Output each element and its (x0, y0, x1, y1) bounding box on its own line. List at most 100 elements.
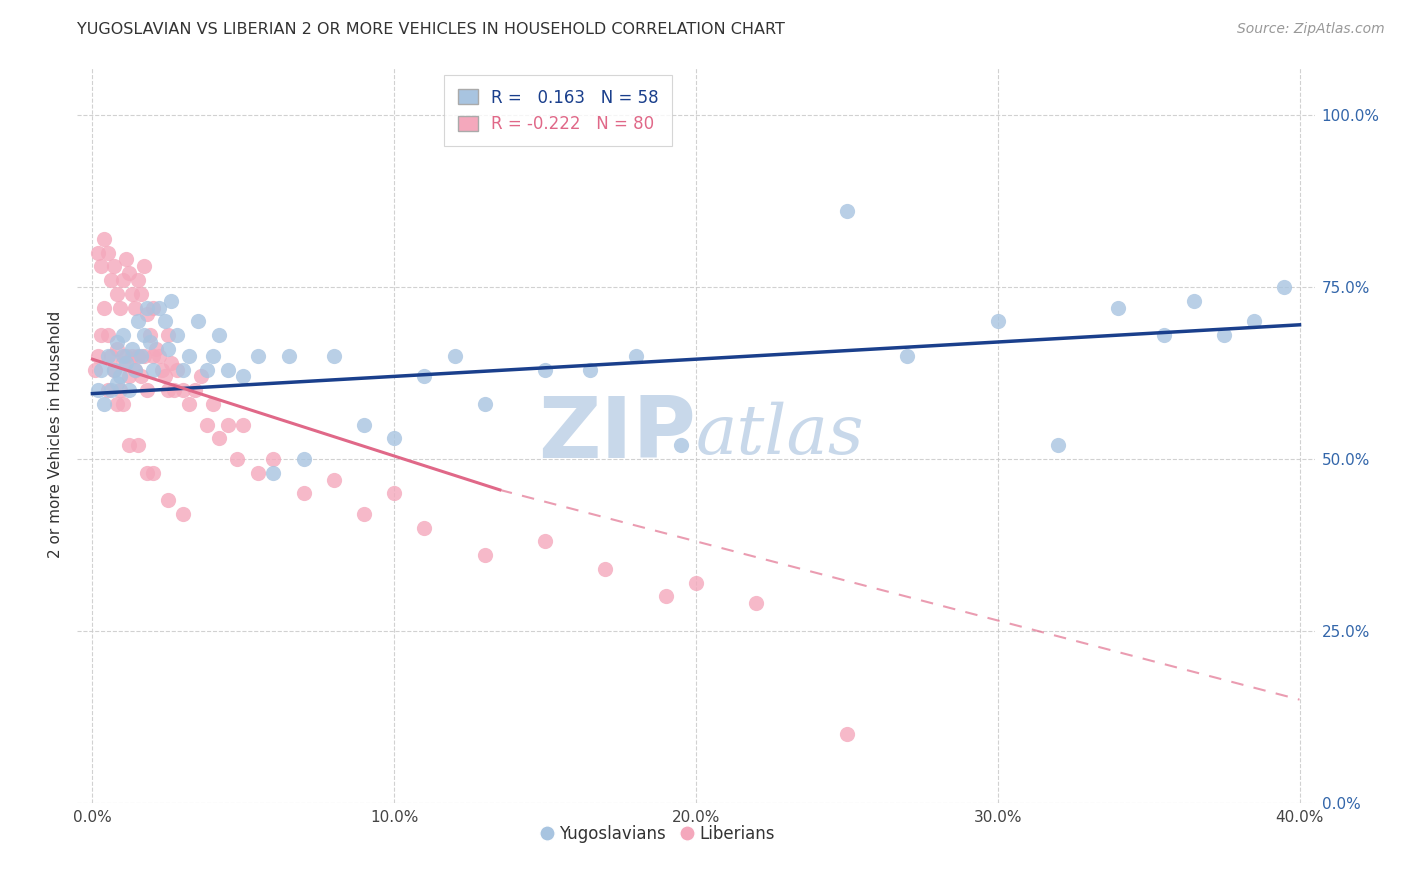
Point (292, 451, 315, 466)
Point (124, 362, 146, 376)
Point (153, 369, 176, 384)
Point (121, 349, 143, 363)
Point (129, 349, 152, 363)
Point (1047, 438, 1070, 452)
Point (124, 362, 146, 376)
Point (1107, 301, 1129, 315)
Point (135, 383, 157, 397)
Text: atlas: atlas (696, 401, 865, 468)
Point (685, 575, 707, 590)
Point (208, 431, 231, 445)
Point (127, 349, 149, 363)
Point (217, 417, 239, 432)
Point (108, 383, 131, 397)
Point (150, 362, 173, 376)
Point (100, 273, 122, 287)
Point (166, 328, 188, 343)
Point (103, 362, 125, 376)
Point (226, 451, 249, 466)
Point (1274, 280, 1296, 294)
Point (111, 349, 134, 363)
Point (413, 521, 436, 535)
Point (84, 362, 107, 376)
Point (292, 486, 315, 500)
Point (263, 451, 285, 466)
Point (232, 417, 254, 432)
Point (103, 362, 125, 376)
Point (263, 466, 285, 480)
Point (195, 362, 218, 376)
Point (87, 349, 110, 363)
Point (121, 342, 143, 356)
Point (100, 383, 122, 397)
Point (132, 260, 155, 274)
Point (987, 314, 1010, 328)
Point (105, 397, 128, 411)
Point (127, 438, 149, 452)
Point (117, 369, 139, 384)
Point (111, 356, 134, 370)
Point (1182, 293, 1205, 308)
Point (190, 369, 212, 384)
Point (322, 349, 344, 363)
Point (745, 596, 768, 610)
Point (413, 369, 436, 384)
Point (100, 349, 122, 363)
Point (142, 301, 165, 315)
Point (669, 438, 692, 452)
Point (114, 356, 136, 370)
Point (835, 727, 858, 741)
Point (142, 362, 165, 376)
Point (93, 397, 115, 411)
Point (534, 534, 557, 549)
Point (148, 301, 170, 315)
Point (160, 293, 183, 308)
Point (184, 383, 207, 397)
Point (624, 349, 647, 363)
Point (117, 383, 139, 397)
Point (353, 507, 375, 521)
Point (108, 369, 131, 384)
Point (111, 328, 134, 343)
Point (103, 260, 125, 274)
Point (202, 397, 225, 411)
Point (90, 260, 112, 274)
Point (108, 301, 131, 315)
Point (96, 328, 118, 343)
Point (172, 362, 194, 376)
Point (105, 334, 128, 349)
Point (156, 328, 179, 343)
Point (474, 397, 496, 411)
Point (117, 438, 139, 452)
Point (156, 342, 179, 356)
Point (96, 383, 118, 397)
Point (127, 273, 149, 287)
Point (153, 314, 176, 328)
Point (124, 301, 146, 315)
Point (1153, 328, 1175, 343)
Point (135, 308, 157, 322)
Text: ZIP: ZIP (538, 393, 696, 476)
Point (145, 342, 167, 356)
Point (160, 356, 183, 370)
Legend: Yugoslavians, Liberians: Yugoslavians, Liberians (536, 818, 782, 850)
Point (156, 383, 179, 397)
Point (172, 507, 194, 521)
Point (1213, 328, 1236, 343)
Point (382, 486, 405, 500)
Text: YUGOSLAVIAN VS LIBERIAN 2 OR MORE VEHICLES IN HOUSEHOLD CORRELATION CHART: YUGOSLAVIAN VS LIBERIAN 2 OR MORE VEHICL… (77, 22, 785, 37)
Point (277, 349, 299, 363)
Point (1243, 314, 1265, 328)
Point (139, 334, 162, 349)
Point (353, 417, 375, 432)
Point (896, 349, 918, 363)
Point (142, 466, 165, 480)
Point (208, 328, 231, 343)
Point (148, 349, 170, 363)
Y-axis label: 2 or more Vehicles in Household: 2 or more Vehicles in Household (48, 311, 63, 558)
Point (93, 301, 115, 315)
Point (87, 383, 110, 397)
Point (93, 232, 115, 246)
Point (655, 590, 678, 604)
Point (247, 349, 270, 363)
